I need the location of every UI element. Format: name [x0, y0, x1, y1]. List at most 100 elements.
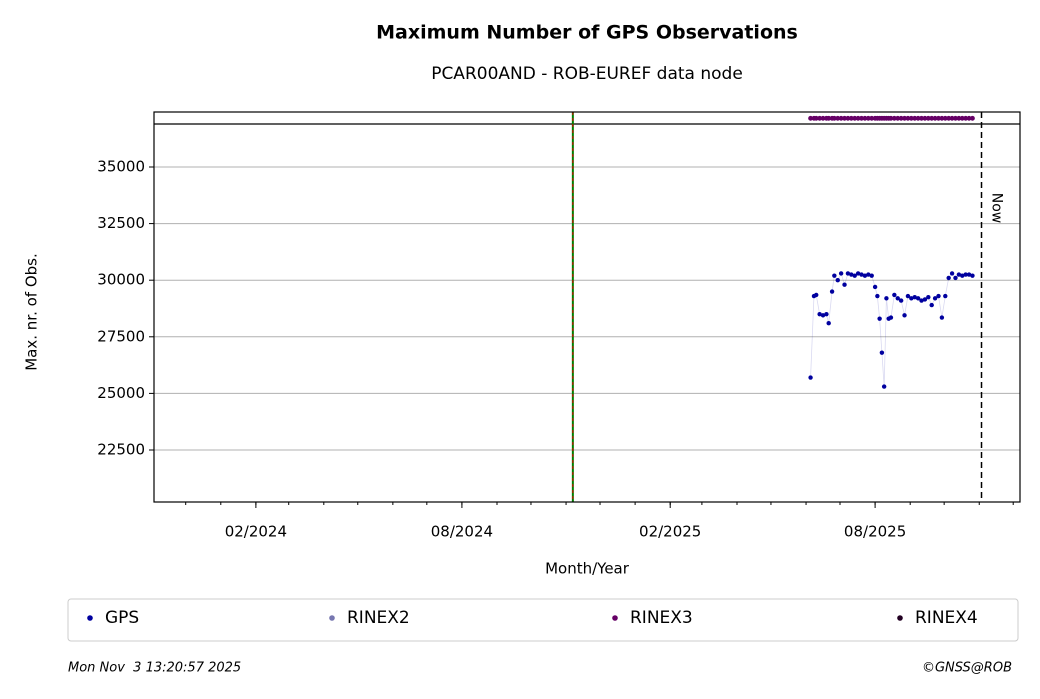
legend-label: GPS	[105, 608, 139, 628]
timestamp: Mon Nov 3 13:20:57 2025	[68, 661, 241, 676]
data-point	[824, 311, 829, 317]
x-axis-label: Month/Year	[545, 560, 630, 578]
data-point	[932, 296, 938, 301]
data-point	[859, 115, 864, 121]
data-point	[855, 271, 861, 276]
data-point	[970, 115, 975, 121]
data-point	[879, 350, 885, 355]
data-point	[963, 115, 969, 121]
data-point	[817, 115, 823, 121]
data-point	[865, 115, 871, 121]
data-point	[908, 115, 914, 121]
data-point	[898, 115, 904, 121]
data-point	[905, 115, 911, 121]
y-tick-label: 35000	[97, 157, 145, 175]
y-tick-label: 30000	[97, 271, 145, 289]
y-axis-label: Max. nr. of Obs.	[23, 253, 41, 371]
data-point	[852, 115, 858, 121]
data-point	[905, 293, 911, 299]
data-point	[814, 292, 819, 298]
data-point	[902, 313, 907, 318]
data-point	[922, 115, 928, 121]
data-point	[835, 277, 840, 283]
series-line	[810, 272, 973, 387]
x-tick-label: 08/2025	[844, 523, 906, 541]
data-point	[925, 115, 931, 121]
legend-marker	[329, 615, 335, 621]
data-point	[902, 115, 907, 121]
data-point	[888, 315, 894, 320]
data-point	[939, 115, 945, 121]
data-point	[898, 298, 904, 303]
data-point	[813, 115, 819, 121]
data-point	[866, 272, 871, 277]
data-point	[862, 273, 868, 278]
data-point	[953, 115, 958, 121]
data-point	[956, 272, 962, 277]
data-point	[845, 115, 851, 121]
data-point	[891, 115, 897, 121]
data-point	[848, 115, 854, 121]
data-point	[909, 296, 914, 301]
credit: ©GNSS@ROB	[922, 661, 1012, 676]
data-point	[872, 284, 878, 290]
now-label: Now	[989, 193, 1005, 224]
data-point	[936, 115, 941, 121]
data-point	[869, 273, 874, 278]
data-point	[949, 271, 955, 276]
data-point	[912, 294, 917, 300]
data-point	[966, 272, 972, 277]
data-point	[936, 293, 941, 299]
data-point	[922, 297, 928, 302]
data-point	[959, 115, 965, 121]
data-point	[877, 316, 882, 321]
data-point	[881, 384, 887, 389]
data-point	[929, 302, 934, 308]
data-point	[838, 115, 844, 121]
data-point	[826, 115, 832, 121]
legend-label: RINEX3	[630, 608, 693, 628]
y-tick-label: 22500	[97, 440, 145, 458]
data-point	[963, 272, 968, 277]
chart-subtitle: PCAR00AND - ROB-EUREF data node	[431, 64, 743, 84]
legend-marker	[897, 615, 903, 621]
legend-marker	[87, 615, 93, 621]
data-point	[842, 282, 847, 287]
data-point	[835, 115, 841, 121]
data-point	[915, 115, 921, 121]
data-point	[829, 289, 835, 294]
data-point	[949, 115, 955, 121]
data-point	[946, 275, 951, 281]
data-point	[831, 115, 837, 121]
data-point	[855, 115, 861, 121]
y-tick-label: 25000	[97, 384, 145, 402]
data-point	[912, 115, 918, 121]
data-point	[942, 115, 948, 121]
data-point	[915, 296, 921, 301]
data-point	[842, 115, 847, 121]
data-point	[845, 271, 851, 276]
data-point	[895, 296, 900, 301]
data-point	[859, 272, 864, 277]
data-point	[919, 115, 924, 121]
data-point	[852, 273, 857, 278]
data-point	[869, 115, 875, 121]
data-point	[926, 294, 931, 300]
data-point	[953, 275, 958, 281]
y-tick-label: 27500	[97, 327, 145, 345]
x-tick-label: 08/2024	[431, 523, 493, 541]
x-tick-label: 02/2025	[639, 523, 701, 541]
data-point	[826, 321, 831, 326]
data-point	[820, 115, 826, 121]
data-point	[970, 273, 975, 278]
data-point	[932, 115, 938, 121]
x-tick-label: 02/2024	[225, 523, 287, 541]
data-point	[808, 115, 813, 121]
data-point	[929, 115, 935, 121]
data-point	[939, 315, 945, 320]
data-point	[919, 298, 924, 303]
data-point	[817, 311, 822, 317]
legend-box	[67, 598, 1019, 642]
data-point	[820, 313, 826, 318]
data-point	[838, 271, 844, 276]
